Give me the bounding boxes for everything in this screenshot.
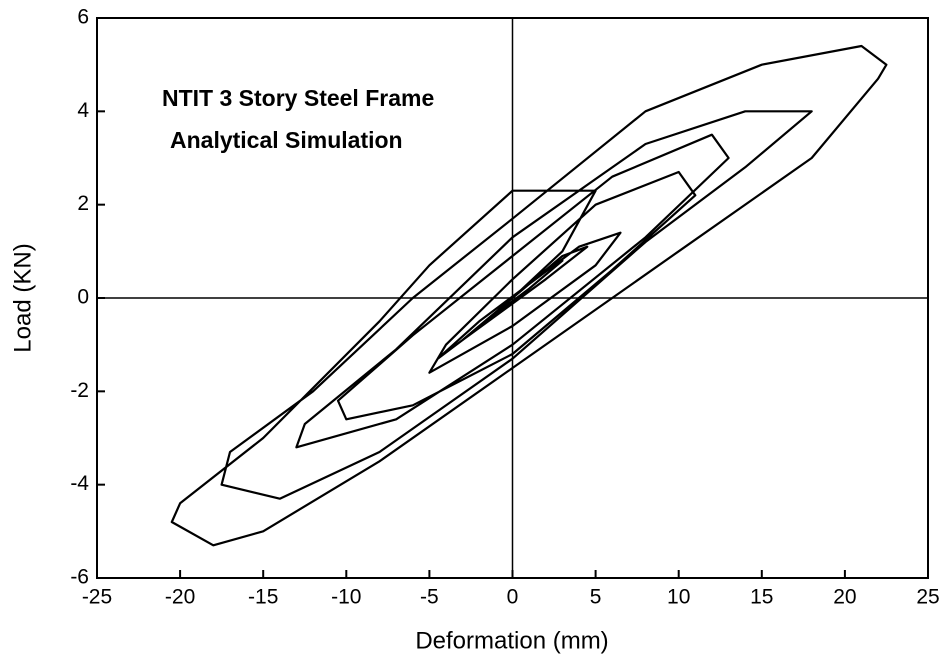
x-tick-label: -15 [248, 586, 278, 609]
y-tick-label: -4 [70, 472, 89, 495]
hysteresis-curve [170, 44, 888, 547]
y-tick-label: 2 [77, 192, 89, 215]
y-tick-label: 6 [77, 6, 89, 29]
y-tick-label: -2 [70, 379, 89, 402]
x-tick-label: 25 [916, 586, 939, 609]
y-axis-label: Load (KN) [9, 243, 36, 352]
annotation: NTIT 3 Story Steel Frame [162, 85, 434, 111]
x-tick-label: 10 [667, 586, 690, 609]
y-tick-label: -6 [70, 566, 89, 589]
x-tick-label: 5 [590, 586, 602, 609]
x-tick-label: -20 [165, 586, 195, 609]
y-tick-label: 0 [77, 286, 89, 309]
annotation: Analytical Simulation [170, 127, 403, 153]
x-axis-label: Deformation (mm) [415, 627, 608, 654]
x-tick-label: 20 [833, 586, 856, 609]
x-tick-label: -5 [420, 586, 439, 609]
x-tick-label: 15 [750, 586, 773, 609]
x-tick-label: 0 [507, 586, 519, 609]
x-tick-label: -25 [82, 586, 112, 609]
y-tick-label: 4 [77, 99, 89, 122]
x-tick-label: -10 [331, 586, 361, 609]
